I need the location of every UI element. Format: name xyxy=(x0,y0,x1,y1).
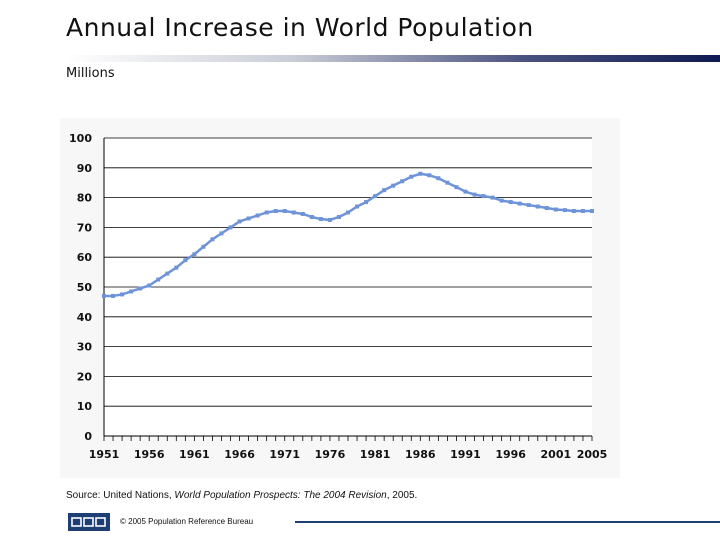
x-tick-label: 1981 xyxy=(360,448,391,461)
y-tick-label: 90 xyxy=(77,162,93,175)
data-point xyxy=(382,188,387,193)
y-tick-label: 50 xyxy=(77,281,93,294)
data-point xyxy=(147,283,152,288)
x-tick-label: 1971 xyxy=(269,448,300,461)
data-point xyxy=(282,209,287,214)
data-point xyxy=(111,293,116,298)
data-point xyxy=(517,201,522,206)
x-tick-label: 1966 xyxy=(224,448,255,461)
data-point xyxy=(463,189,468,194)
source-prefix: Source: United Nations, xyxy=(66,490,175,501)
x-tick-label: 1996 xyxy=(495,448,526,461)
data-point xyxy=(156,277,161,282)
data-point xyxy=(300,211,305,216)
x-tick-label: 2001 xyxy=(541,448,572,461)
data-point xyxy=(273,209,278,214)
x-tick-label: 1991 xyxy=(450,448,481,461)
y-tick-label: 80 xyxy=(77,192,93,205)
footer-rule xyxy=(295,521,720,523)
data-point xyxy=(246,216,251,221)
data-point xyxy=(255,213,260,218)
data-point xyxy=(165,271,170,276)
data-point xyxy=(364,200,369,205)
data-point xyxy=(346,210,350,215)
data-point xyxy=(355,204,360,209)
data-point xyxy=(508,200,513,205)
data-point xyxy=(571,209,576,214)
slide-title: Annual Increase in World Population xyxy=(66,13,534,42)
data-point xyxy=(418,171,423,176)
y-tick-label: 40 xyxy=(77,311,93,324)
x-tick-label: 1951 xyxy=(89,448,120,461)
data-point xyxy=(391,183,396,188)
data-point xyxy=(373,194,378,199)
y-tick-label: 10 xyxy=(77,400,93,413)
data-point xyxy=(327,217,332,222)
data-point xyxy=(291,210,296,215)
source-suffix: , 2005. xyxy=(386,490,418,501)
data-point xyxy=(472,192,477,197)
x-tick-label: 1961 xyxy=(179,448,210,461)
data-point xyxy=(219,231,224,236)
source-note: Source: United Nations, World Population… xyxy=(66,490,417,501)
data-point xyxy=(309,214,314,219)
data-point xyxy=(183,258,188,263)
data-point xyxy=(526,203,531,208)
data-point xyxy=(400,179,405,184)
data-point xyxy=(174,265,179,270)
data-point xyxy=(237,219,242,224)
footer-copyright: © 2005 Population Reference Bureau xyxy=(120,517,254,526)
y-tick-label: 100 xyxy=(69,132,92,145)
data-point xyxy=(318,217,323,222)
data-point xyxy=(201,244,206,249)
data-point xyxy=(336,214,341,219)
data-point xyxy=(427,173,432,178)
y-tick-label: 20 xyxy=(77,370,93,383)
data-point xyxy=(129,289,134,294)
data-point xyxy=(120,292,125,297)
data-point xyxy=(535,204,540,209)
y-tick-label: 30 xyxy=(77,341,93,354)
source-publication: World Population Prospects: The 2004 Rev… xyxy=(174,490,387,501)
x-tick-label: 2005 xyxy=(577,448,608,461)
y-tick-label: 70 xyxy=(77,221,93,234)
data-point xyxy=(580,209,585,214)
data-point xyxy=(590,209,594,214)
data-point xyxy=(481,194,486,199)
data-point xyxy=(499,198,504,203)
data-point xyxy=(553,207,558,212)
data-point xyxy=(544,206,549,211)
data-point xyxy=(490,195,495,200)
units-label: Millions xyxy=(66,66,115,81)
data-point xyxy=(264,210,269,215)
prb-logo-mark xyxy=(71,517,106,527)
data-point xyxy=(454,185,459,190)
data-point xyxy=(102,293,106,298)
data-point xyxy=(409,174,414,179)
data-point xyxy=(436,176,441,181)
data-point xyxy=(562,208,567,213)
data-point xyxy=(228,225,233,230)
data-point xyxy=(210,237,215,242)
y-tick-label: 60 xyxy=(77,251,93,264)
x-tick-label: 1976 xyxy=(315,448,346,461)
prb-logo-icon xyxy=(68,513,110,531)
chart-area: 0 10 20 30 40 50 60 70 80 90 100 1951 1956 1961 1966 19… xyxy=(60,118,620,478)
data-point xyxy=(445,180,450,185)
x-tick-label: 1986 xyxy=(405,448,436,461)
y-tick-label: 0 xyxy=(84,430,92,443)
x-tick-label: 1956 xyxy=(134,448,165,461)
data-point xyxy=(192,252,197,257)
line-chart: 0 10 20 30 40 50 60 70 80 90 100 1951 1956 1961 1966 19… xyxy=(69,132,608,461)
data-point xyxy=(138,286,143,291)
title-rule xyxy=(66,55,720,62)
